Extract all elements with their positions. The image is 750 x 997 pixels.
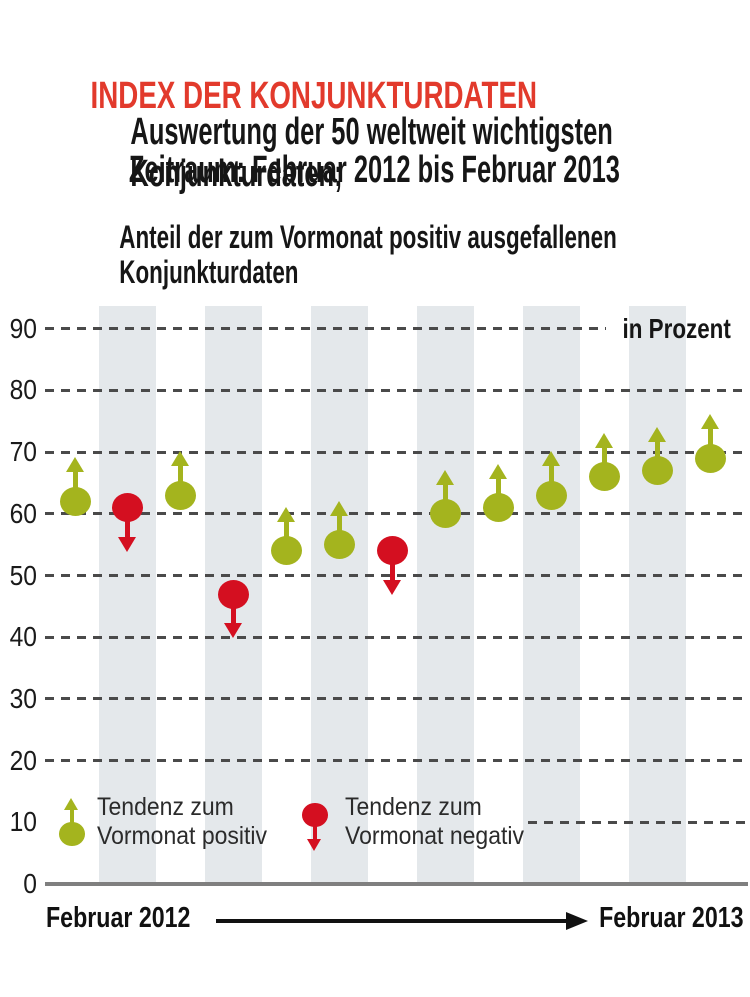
month-stripe [311, 306, 369, 882]
arrow-down-icon [383, 579, 402, 595]
marker-circle [112, 493, 144, 523]
arrow-up-icon [64, 797, 79, 810]
month-stripe [523, 306, 581, 882]
legend-negative-line2: Vormonat negativ [345, 822, 525, 850]
arrow-up-icon [171, 451, 190, 467]
gridline-90 [45, 327, 606, 331]
arrow-down-icon [118, 536, 137, 552]
x-axis-end-label: Februar 2013 [599, 902, 744, 934]
unit-label: in Prozent [622, 313, 731, 344]
month-stripe [99, 306, 157, 882]
marker-circle [302, 803, 328, 827]
page-title: INDEX DER KONJUNKTURDATEN [90, 75, 537, 117]
gridline-10 [528, 820, 748, 824]
arrow-up-stem [655, 440, 661, 460]
marker-circle [324, 530, 356, 560]
marker-circle [377, 536, 409, 566]
arrow-down-stem [125, 518, 131, 538]
gridline-80 [45, 388, 748, 392]
arrow-up-stem [496, 477, 502, 497]
marker-circle [483, 493, 515, 523]
arrow-up-stem [708, 428, 714, 448]
gridline-30 [45, 697, 748, 701]
legend-negative-line1: Tendenz zum [345, 793, 482, 821]
month-stripe [629, 306, 687, 882]
arrow-up-stem [284, 520, 290, 540]
legend-positive-label: Tendenz zum Vormonat positiv [97, 793, 267, 851]
gridline-50 [45, 574, 748, 577]
marker-circle [695, 443, 727, 473]
marker-circle [59, 822, 85, 846]
x-axis-arrowhead-icon [566, 912, 588, 930]
arrow-up-stem [602, 446, 608, 466]
y-tick-label: 80 [9, 374, 37, 406]
y-tick-label: 30 [9, 682, 37, 714]
arrow-up-stem [178, 465, 184, 485]
arrow-up-stem [337, 514, 343, 534]
y-tick-label: 0 [23, 868, 37, 899]
arrow-up-icon [436, 469, 455, 485]
y-tick-label: 10 [9, 806, 37, 838]
y-tick-label: 70 [9, 436, 37, 468]
arrow-up-icon [330, 500, 349, 516]
arrow-up-icon [277, 506, 296, 522]
arrow-up-icon [595, 432, 614, 448]
arrow-up-icon [648, 426, 667, 442]
arrow-up-stem [72, 471, 78, 491]
arrow-down-stem [390, 561, 396, 581]
y-tick-label: 40 [9, 621, 37, 653]
arrow-down-stem [231, 605, 237, 624]
marker-circle [430, 499, 462, 529]
y-tick-label: 90 [9, 312, 37, 344]
arrow-down-icon [224, 623, 243, 638]
gridline-60 [45, 512, 748, 516]
marker-circle [642, 456, 674, 486]
y-tick-label: 20 [9, 744, 37, 776]
gridline-20 [45, 759, 748, 763]
arrow-down-stem [312, 824, 318, 840]
arrow-up-icon [701, 414, 720, 430]
arrow-up-icon [65, 457, 84, 473]
marker-circle [589, 462, 621, 492]
gridline-40 [45, 635, 748, 639]
x-axis-start-label: Februar 2012 [46, 902, 191, 934]
y-tick-label: 60 [9, 497, 37, 529]
marker-circle [59, 486, 91, 516]
arrow-up-stem [443, 483, 449, 503]
legend-negative-label: Tendenz zum Vormonat negativ [345, 793, 524, 851]
arrow-up-icon [489, 463, 508, 479]
marker-circle [536, 480, 568, 510]
arrow-down-icon [307, 838, 322, 851]
x-axis-line [45, 882, 748, 886]
measure-label: Anteil der zum Vormonat positiv ausgefal… [119, 219, 617, 291]
month-stripe [417, 306, 475, 882]
y-tick-label: 50 [9, 559, 37, 591]
marker-circle [218, 579, 250, 609]
subtitle-line-1: Auswertung der 50 weltweit wichtigsten K… [130, 111, 613, 195]
x-axis-arrow [216, 919, 568, 923]
subtitle-line-2: Zeitraum: Februar 2012 bis Februar 2013 [128, 149, 620, 191]
arrow-up-icon [542, 451, 561, 467]
arrow-up-stem [549, 465, 555, 485]
legend-positive-line2: Vormonat positiv [97, 822, 268, 850]
marker-circle [271, 536, 303, 566]
legend-positive-line1: Tendenz zum [97, 793, 234, 821]
gridline-70 [45, 450, 748, 454]
marker-circle [165, 480, 197, 510]
arrow-up-stem [69, 809, 75, 825]
